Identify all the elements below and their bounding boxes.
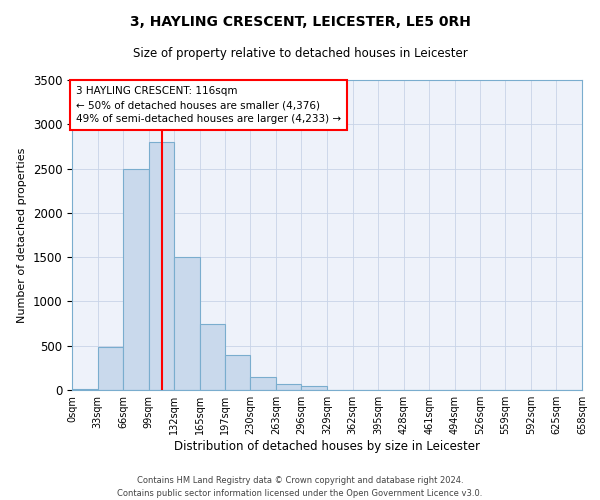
Bar	[250, 376, 276, 390]
Bar	[301, 386, 327, 390]
Bar	[98, 348, 123, 390]
Bar	[276, 384, 301, 390]
X-axis label: Distribution of detached houses by size in Leicester: Distribution of detached houses by size …	[174, 440, 480, 453]
Bar	[123, 168, 149, 390]
Text: Contains HM Land Registry data © Crown copyright and database right 2024.: Contains HM Land Registry data © Crown c…	[137, 476, 463, 485]
Bar	[72, 389, 98, 390]
Bar	[200, 324, 226, 390]
Text: 3, HAYLING CRESCENT, LEICESTER, LE5 0RH: 3, HAYLING CRESCENT, LEICESTER, LE5 0RH	[130, 15, 470, 29]
Y-axis label: Number of detached properties: Number of detached properties	[17, 148, 27, 322]
Bar	[175, 257, 200, 390]
Text: Contains public sector information licensed under the Open Government Licence v3: Contains public sector information licen…	[118, 489, 482, 498]
Text: 3 HAYLING CRESCENT: 116sqm
← 50% of detached houses are smaller (4,376)
49% of s: 3 HAYLING CRESCENT: 116sqm ← 50% of deta…	[76, 86, 341, 124]
Bar	[149, 142, 175, 390]
Bar	[224, 354, 250, 390]
Text: Size of property relative to detached houses in Leicester: Size of property relative to detached ho…	[133, 48, 467, 60]
